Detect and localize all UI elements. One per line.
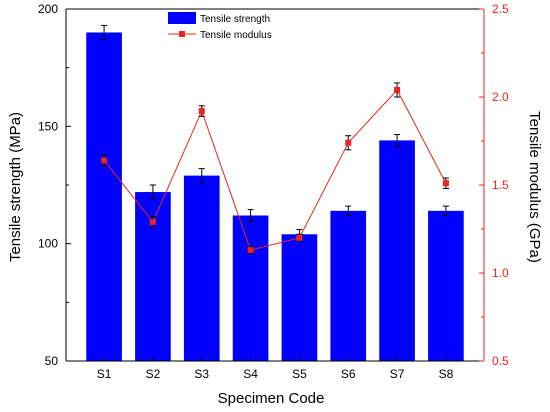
y-tick-label-left: 50 bbox=[45, 354, 59, 368]
modulus-point-s4 bbox=[247, 247, 254, 254]
modulus-point-s5 bbox=[296, 234, 303, 241]
y-tick-label-right: 1.5 bbox=[492, 178, 509, 192]
y-tick-label-left: 200 bbox=[38, 2, 58, 16]
bar-s8 bbox=[428, 210, 464, 361]
modulus-point-s1 bbox=[101, 157, 108, 164]
bar-s4 bbox=[232, 215, 269, 361]
x-tick-label-s1: S1 bbox=[97, 367, 112, 381]
x-tick-label-s2: S2 bbox=[146, 367, 161, 381]
x-tick-label-s3: S3 bbox=[194, 367, 209, 381]
y-tick-label-right: 2.5 bbox=[492, 2, 509, 16]
modulus-point-s6 bbox=[345, 139, 352, 146]
modulus-point-s8 bbox=[442, 180, 449, 187]
legend-label-strength: Tensile strength bbox=[200, 14, 270, 25]
bar-s3 bbox=[183, 175, 220, 361]
x-tick-label-s8: S8 bbox=[439, 367, 454, 381]
y-tick-label-left: 150 bbox=[38, 119, 58, 133]
legend-label-modulus: Tensile modulus bbox=[200, 30, 272, 41]
bar-s1 bbox=[86, 32, 122, 361]
y-tick-label-right: 0.5 bbox=[492, 354, 509, 368]
modulus-point-s2 bbox=[149, 218, 156, 225]
y-axis-title-right: Tensile modulus (GPa) bbox=[526, 111, 543, 263]
y-axis-title-left: Tensile strength (MPa) bbox=[7, 112, 24, 262]
x-tick-label-s7: S7 bbox=[390, 367, 405, 381]
x-tick-label-s4: S4 bbox=[243, 367, 258, 381]
legend-swatch-strength bbox=[168, 12, 196, 24]
bar-s5 bbox=[281, 234, 318, 361]
x-tick-label-s6: S6 bbox=[341, 367, 356, 381]
bar-s6 bbox=[330, 210, 367, 361]
modulus-point-s7 bbox=[394, 86, 401, 93]
modulus-line bbox=[103, 89, 447, 251]
x-axis-title: Specimen Code bbox=[218, 390, 325, 407]
y-tick-label-right: 2.0 bbox=[492, 90, 509, 104]
bar-s7 bbox=[379, 140, 415, 361]
x-tick-label-s5: S5 bbox=[292, 367, 307, 381]
modulus-point-s3 bbox=[198, 108, 205, 115]
legend-marker-modulus bbox=[179, 31, 185, 37]
y-tick-label-right: 1.0 bbox=[492, 266, 509, 280]
y-tick-label-left: 100 bbox=[38, 237, 58, 251]
